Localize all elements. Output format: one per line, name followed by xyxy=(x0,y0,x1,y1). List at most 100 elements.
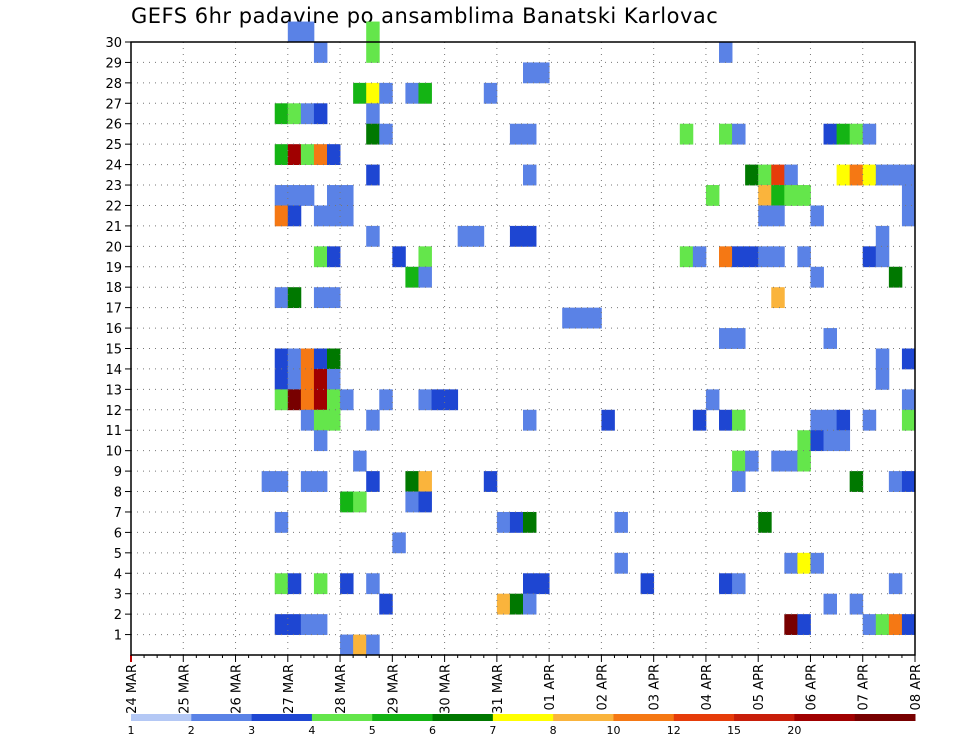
y-tick-label: 15 xyxy=(105,343,122,358)
y-tick-label: 13 xyxy=(105,383,122,398)
chart-title: GEFS 6hr padavine po ansamblima Banatski… xyxy=(131,4,719,28)
precip-cell xyxy=(823,123,837,145)
precip-cell xyxy=(379,123,393,145)
precip-cell xyxy=(862,614,877,635)
precip-cell xyxy=(366,42,380,63)
precip-cell xyxy=(758,246,772,268)
precip-cell xyxy=(640,573,655,595)
precip-cell xyxy=(901,409,916,431)
precip-cell xyxy=(784,185,798,206)
precip-cell xyxy=(287,21,302,43)
y-tick-label: 6 xyxy=(114,526,122,541)
precip-cell xyxy=(836,430,851,452)
y-tick-label: 20 xyxy=(105,240,122,255)
precip-cell xyxy=(732,246,746,268)
legend-label: 4 xyxy=(308,724,315,737)
precip-cell xyxy=(340,491,354,513)
y-tick-label: 21 xyxy=(105,220,122,235)
y-tick-label: 25 xyxy=(105,138,122,153)
precip-cell xyxy=(523,225,537,247)
precip-cell xyxy=(810,205,824,227)
precip-cell xyxy=(901,471,916,492)
precip-cell xyxy=(313,103,328,125)
y-tick-label: 10 xyxy=(105,445,122,460)
precip-cell xyxy=(287,287,302,309)
legend-swatch xyxy=(251,714,313,721)
legend-label: 15 xyxy=(727,724,741,737)
precip-cell xyxy=(313,430,328,452)
precip-cell xyxy=(509,123,524,145)
precip-cell xyxy=(797,614,811,635)
precip-cell xyxy=(313,246,328,268)
precip-cell xyxy=(418,246,432,268)
precip-cell xyxy=(719,328,733,349)
precip-cell xyxy=(536,573,550,595)
precip-cell xyxy=(875,348,890,370)
precip-cell xyxy=(888,164,903,186)
legend-label: 6 xyxy=(429,724,436,737)
precip-cell xyxy=(366,471,380,492)
precip-cell xyxy=(418,389,432,411)
precip-cell xyxy=(705,389,720,411)
precip-cell xyxy=(287,144,302,165)
precip-cell xyxy=(875,368,890,390)
y-tick-label: 28 xyxy=(105,77,122,92)
precip-cell xyxy=(327,246,341,268)
legend-label: 5 xyxy=(369,724,376,737)
x-tick-label: 28 MAR xyxy=(334,664,349,714)
x-tick-label: 07 APR xyxy=(857,664,872,710)
precip-cell xyxy=(340,205,354,227)
precip-cell xyxy=(797,185,811,206)
precip-cell xyxy=(523,62,537,84)
precip-cell xyxy=(261,471,276,492)
precip-cell xyxy=(771,205,785,227)
precip-cell xyxy=(745,246,759,268)
y-tick-label: 8 xyxy=(114,486,122,501)
precip-cell xyxy=(287,368,302,390)
precip-cell xyxy=(327,205,341,227)
legend-swatch xyxy=(372,714,434,721)
precip-cell xyxy=(392,246,406,268)
precip-cell xyxy=(274,471,289,492)
precip-cell xyxy=(784,614,798,635)
color-scale-legend: 1 2 3 4 5 6 7 8 10 12 15 20 xyxy=(128,714,916,737)
x-tick-label: 06 APR xyxy=(804,664,819,710)
precipitation-cells xyxy=(261,21,916,656)
y-tick-label: 24 xyxy=(105,159,122,174)
precip-cell xyxy=(509,225,524,247)
precip-cell xyxy=(888,614,903,635)
precip-cell xyxy=(849,471,864,492)
x-tick-label: 05 APR xyxy=(752,664,767,710)
precip-cell xyxy=(732,328,746,349)
precip-cell xyxy=(287,348,302,370)
x-tick-label: 01 APR xyxy=(543,664,558,710)
precip-cell xyxy=(327,409,341,431)
precip-cell xyxy=(732,409,746,431)
precip-cell xyxy=(300,368,315,390)
precip-cell xyxy=(692,246,707,268)
legend-swatch xyxy=(432,714,494,721)
precip-cell xyxy=(745,450,759,472)
precip-cell xyxy=(353,450,367,472)
legend-swatch xyxy=(613,714,675,721)
precip-cell xyxy=(523,409,537,431)
precip-cell xyxy=(862,164,877,186)
precip-cell xyxy=(313,348,328,370)
legend-label: 1 xyxy=(128,724,135,737)
precip-cell xyxy=(313,205,328,227)
precip-cell xyxy=(327,389,341,411)
y-tick-label: 19 xyxy=(105,261,122,276)
precip-cell xyxy=(575,307,589,329)
precip-cell xyxy=(327,185,341,206)
precip-cell xyxy=(496,593,511,615)
precip-cell xyxy=(274,185,289,206)
precip-cell xyxy=(797,552,811,574)
precip-cell xyxy=(810,266,824,288)
precip-cell xyxy=(327,368,341,390)
precip-cell xyxy=(875,225,890,247)
precip-cell xyxy=(810,409,824,431)
precip-cell xyxy=(300,471,315,492)
y-tick-label: 22 xyxy=(105,199,122,214)
y-axis: 1234567891011121314151617181920212223242… xyxy=(105,36,131,644)
precip-cell xyxy=(340,573,354,595)
